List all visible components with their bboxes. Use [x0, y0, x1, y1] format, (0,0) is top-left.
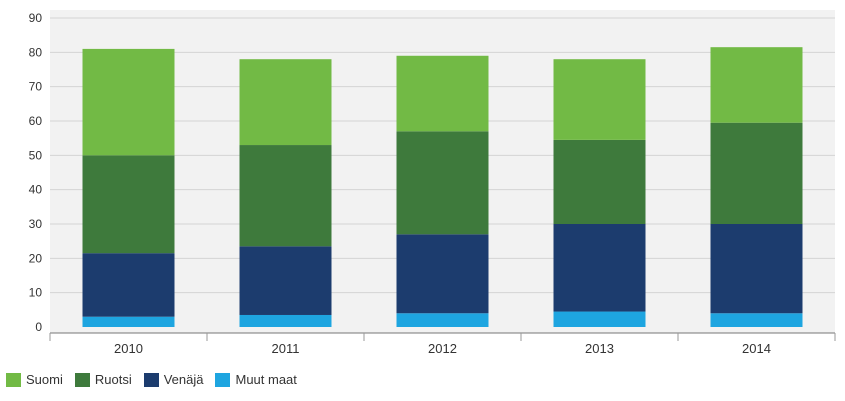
legend-item-ruotsi: Ruotsi [74, 372, 132, 387]
y-tick-label: 50 [29, 148, 43, 162]
legend: Suomi Ruotsi Venäjä Muut maat [6, 372, 309, 387]
y-tick-label: 60 [29, 114, 43, 128]
x-tick-label: 2014 [742, 341, 771, 356]
bar-segment [239, 314, 332, 327]
bar-segment [553, 311, 646, 327]
y-tick-label: 0 [35, 320, 42, 334]
y-tick-label: 30 [29, 217, 43, 231]
x-tick-label: 2013 [585, 341, 614, 356]
bar-segment [710, 313, 803, 327]
y-tick-label: 40 [29, 183, 43, 197]
bar-segment [239, 59, 332, 146]
y-tick-label: 80 [29, 45, 43, 59]
legend-item-suomi: Suomi [6, 372, 63, 387]
bar-segment [82, 253, 175, 317]
legend-swatch [6, 372, 21, 387]
bar-segment [396, 55, 489, 132]
bar-segment [710, 122, 803, 224]
bar-segment [710, 47, 803, 123]
y-tick-label: 10 [29, 286, 43, 300]
legend-label: Muut maat [235, 372, 297, 387]
bar-segment [396, 131, 489, 235]
bar-segment [239, 246, 332, 315]
bar-segment [710, 224, 803, 314]
y-tick-label: 70 [29, 80, 43, 94]
bar-segment [553, 139, 646, 224]
legend-label: Venäjä [163, 372, 204, 387]
x-tick-label: 2010 [114, 341, 143, 356]
x-tick-label: 2012 [428, 341, 457, 356]
legend-swatch [215, 372, 231, 387]
legend-label: Ruotsi [94, 372, 132, 387]
y-tick-label: 20 [29, 251, 43, 265]
bar-segment [239, 145, 332, 247]
bar-segment [553, 59, 646, 140]
bar-segment [396, 234, 489, 314]
bar-segment [553, 224, 646, 312]
bar-segment [396, 313, 489, 327]
legend-item-venaja: Venäjä [143, 372, 204, 387]
bar-segment [82, 316, 175, 327]
legend-swatch [143, 372, 159, 387]
legend-swatch [74, 372, 90, 387]
legend-item-muut-maat: Muut maat [215, 372, 297, 387]
legend-label: Suomi [26, 372, 63, 387]
bar-segment [82, 48, 175, 156]
y-tick-label: 90 [29, 11, 43, 25]
bar-segment [82, 155, 175, 254]
x-tick-label: 2011 [272, 341, 300, 356]
